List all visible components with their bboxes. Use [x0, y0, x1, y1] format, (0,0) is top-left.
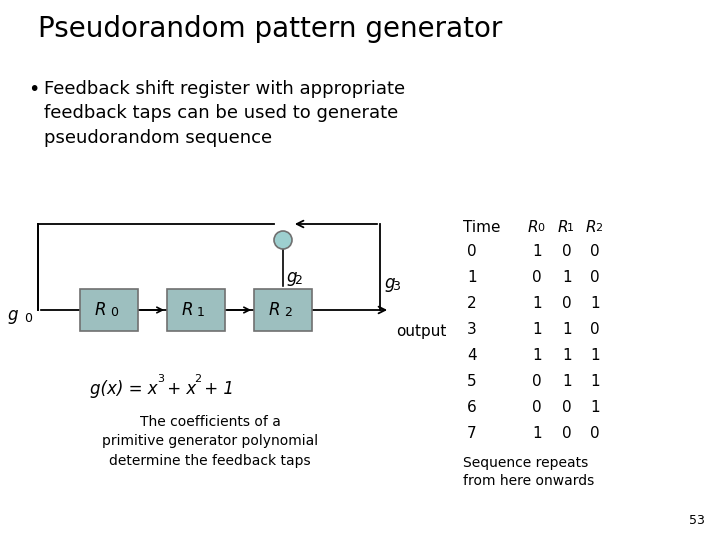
Text: 1: 1 [532, 348, 541, 363]
Text: 1: 1 [590, 296, 600, 311]
Text: 1: 1 [532, 296, 541, 311]
Text: 2: 2 [467, 296, 477, 311]
Text: The coefficients of a
primitive generator polynomial
determine the feedback taps: The coefficients of a primitive generato… [102, 415, 318, 468]
Text: R: R [558, 220, 569, 235]
Text: 1: 1 [532, 244, 541, 259]
Text: 1: 1 [567, 223, 574, 233]
Text: 1: 1 [590, 400, 600, 415]
Text: g(x) = x: g(x) = x [90, 380, 158, 398]
Text: R: R [94, 301, 106, 319]
Text: Pseudorandom pattern generator: Pseudorandom pattern generator [38, 15, 503, 43]
Text: 1: 1 [532, 322, 541, 337]
Text: 1: 1 [562, 270, 572, 285]
Text: R: R [181, 301, 193, 319]
Text: R: R [528, 220, 539, 235]
Text: 0: 0 [562, 296, 572, 311]
Text: 1: 1 [562, 374, 572, 389]
Text: 0: 0 [532, 270, 541, 285]
Bar [167, 289, 225, 331]
Text: R: R [586, 220, 597, 235]
Text: 0: 0 [590, 322, 600, 337]
Text: 1: 1 [590, 374, 600, 389]
Text: + x: + x [162, 380, 197, 398]
Text: 0: 0 [532, 374, 541, 389]
Bar [80, 289, 138, 331]
Text: 0: 0 [562, 244, 572, 259]
Text: 2: 2 [294, 273, 302, 287]
Text: 5: 5 [467, 374, 477, 389]
Text: output: output [396, 324, 446, 339]
Text: 6: 6 [467, 400, 477, 415]
Text: 3: 3 [157, 374, 164, 384]
Text: Sequence repeats: Sequence repeats [463, 456, 588, 470]
Text: 0: 0 [110, 307, 118, 320]
Text: g: g [384, 274, 395, 292]
Text: g: g [286, 268, 297, 286]
Text: 2: 2 [595, 223, 602, 233]
Text: 0: 0 [467, 244, 477, 259]
Text: g: g [7, 306, 18, 324]
Text: 1: 1 [532, 426, 541, 441]
Text: 2: 2 [284, 307, 292, 320]
Text: R: R [269, 301, 280, 319]
Bar [254, 289, 312, 331]
Text: 53: 53 [689, 514, 705, 527]
Text: 0: 0 [24, 312, 32, 325]
Text: 4: 4 [467, 348, 477, 363]
Text: 1: 1 [590, 348, 600, 363]
Text: 0: 0 [562, 426, 572, 441]
Text: 1: 1 [197, 307, 205, 320]
Text: 3: 3 [392, 280, 400, 293]
Text: 7: 7 [467, 426, 477, 441]
Text: 0: 0 [590, 270, 600, 285]
Text: + 1: + 1 [199, 380, 234, 398]
Text: 3: 3 [467, 322, 477, 337]
Text: 1: 1 [562, 348, 572, 363]
Text: 0: 0 [537, 223, 544, 233]
Text: 0: 0 [590, 244, 600, 259]
Text: 1: 1 [562, 322, 572, 337]
Text: •: • [28, 80, 40, 99]
Text: 2: 2 [194, 374, 201, 384]
Circle shape [274, 231, 292, 249]
Text: 1: 1 [467, 270, 477, 285]
Text: from here onwards: from here onwards [463, 474, 594, 488]
Text: 0: 0 [590, 426, 600, 441]
Text: 0: 0 [532, 400, 541, 415]
Text: Time: Time [463, 220, 500, 235]
Text: 0: 0 [562, 400, 572, 415]
Text: Feedback shift register with appropriate
feedback taps can be used to generate
p: Feedback shift register with appropriate… [44, 80, 405, 146]
